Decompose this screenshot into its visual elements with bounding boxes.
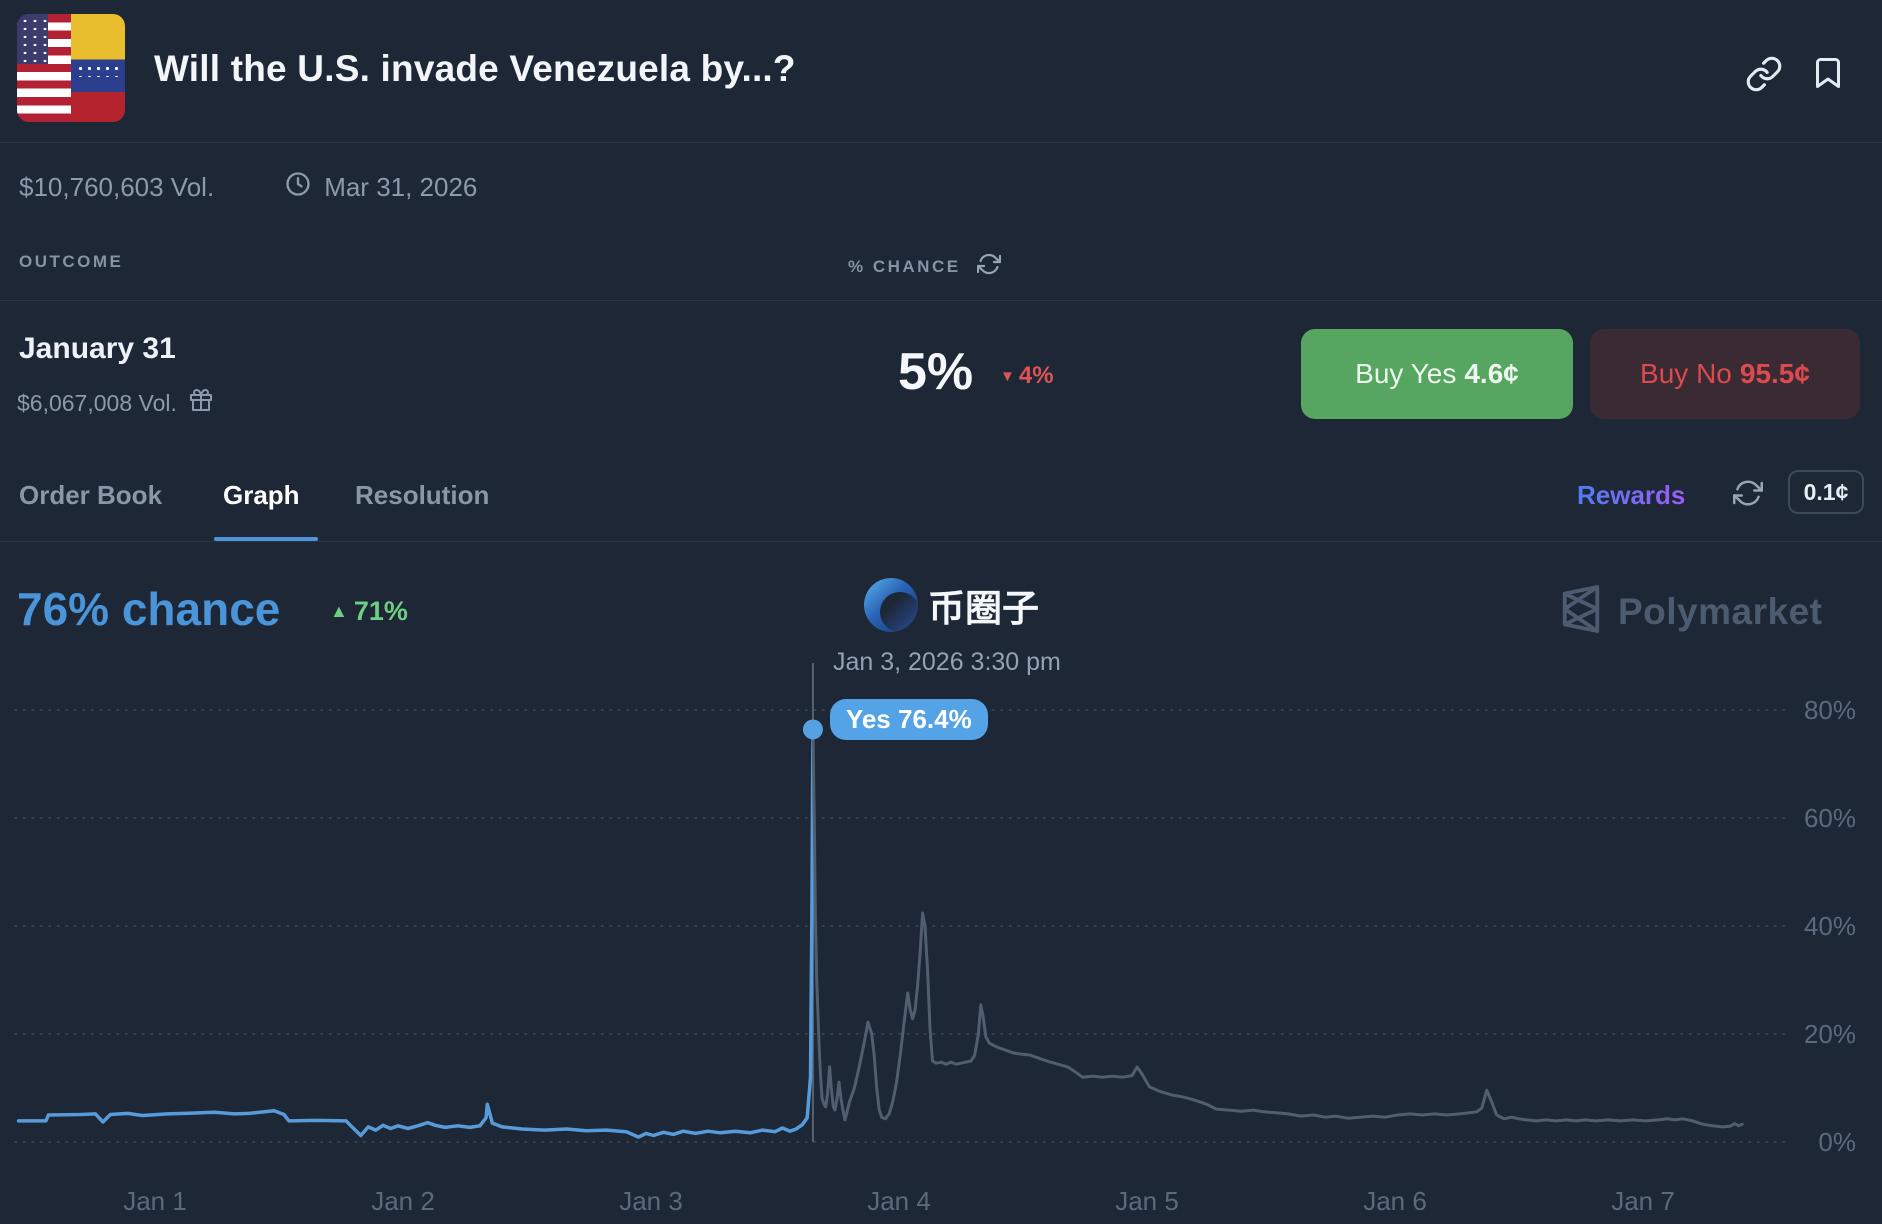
gift-icon[interactable] <box>189 388 213 418</box>
tooltip-date: Jan 3, 2026 3:30 pm <box>832 648 1061 676</box>
current-chance-display: 76% chance <box>17 583 281 635</box>
refresh-icon-secondary[interactable] <box>1733 478 1763 513</box>
polymarket-logo-text: Polymarket <box>1618 590 1823 632</box>
refresh-icon[interactable] <box>976 252 1001 281</box>
outcome-chance-change: ▼ 4% <box>1000 362 1054 389</box>
polymarket-logo: Polymarket <box>1558 584 1823 639</box>
y-axis-label: 20% <box>1803 1019 1856 1049</box>
tooltip-value-badge: Yes 76.4% <box>829 699 988 740</box>
header-divider <box>0 142 1882 143</box>
buy-yes-button[interactable]: Buy Yes 4.6¢ <box>1301 329 1573 419</box>
market-deadline: Mar 31, 2026 <box>324 172 478 202</box>
chance-change-display: ▲ 71% <box>330 596 408 626</box>
watermark-logo-text: 币圈子 <box>928 588 1039 629</box>
down-triangle-icon: ▼ <box>1000 367 1015 385</box>
page-title: Will the U.S. invade Venezuela by...? <box>154 48 796 89</box>
tab-order-book[interactable]: Order Book <box>19 480 163 510</box>
watermark-logo-icon <box>864 578 918 632</box>
active-tab-underline <box>214 537 318 541</box>
x-axis-label: Jan 2 <box>371 1186 435 1216</box>
market-flag-image <box>17 14 125 122</box>
outcome-volume: $6,067,008 Vol. <box>17 389 177 416</box>
x-axis-label: Jan 4 <box>867 1186 931 1216</box>
tab-resolution[interactable]: Resolution <box>355 480 490 510</box>
market-volume: $10,760,603 Vol. <box>19 172 215 202</box>
y-axis-label: 60% <box>1803 803 1856 833</box>
tabs-divider <box>0 541 1882 542</box>
fee-badge[interactable]: 0.1¢ <box>1788 470 1864 514</box>
x-axis-label: Jan 7 <box>1611 1186 1675 1216</box>
link-icon[interactable] <box>1745 55 1783 93</box>
outcome-name: January 31 <box>19 332 176 365</box>
outcome-column-header: OUTCOME <box>19 252 124 271</box>
y-axis-label: 40% <box>1803 911 1856 941</box>
chance-column-header: % CHANCE <box>848 256 961 276</box>
y-axis-label: 0% <box>1818 1127 1856 1157</box>
us-flag-half <box>17 14 71 122</box>
watermark-logo: 币圈子 <box>864 578 1039 632</box>
table-header-divider <box>0 300 1882 301</box>
x-axis-label: Jan 5 <box>1115 1186 1179 1216</box>
tab-graph[interactable]: Graph <box>223 480 300 510</box>
rewards-link[interactable]: Rewards <box>1577 480 1686 510</box>
y-axis-label: 80% <box>1803 695 1856 725</box>
polymarket-logo-icon <box>1558 584 1604 639</box>
x-axis-label: Jan 1 <box>123 1186 187 1216</box>
x-axis-label: Jan 3 <box>619 1186 683 1216</box>
clock-icon <box>284 170 312 205</box>
x-axis-label: Jan 6 <box>1363 1186 1427 1216</box>
outcome-chance-value: 5% <box>898 343 974 401</box>
bookmark-icon[interactable] <box>1810 52 1846 94</box>
buy-no-button[interactable]: Buy No 95.5¢ <box>1590 329 1860 419</box>
up-triangle-icon: ▲ <box>330 601 348 621</box>
venezuela-flag-half <box>71 14 125 122</box>
